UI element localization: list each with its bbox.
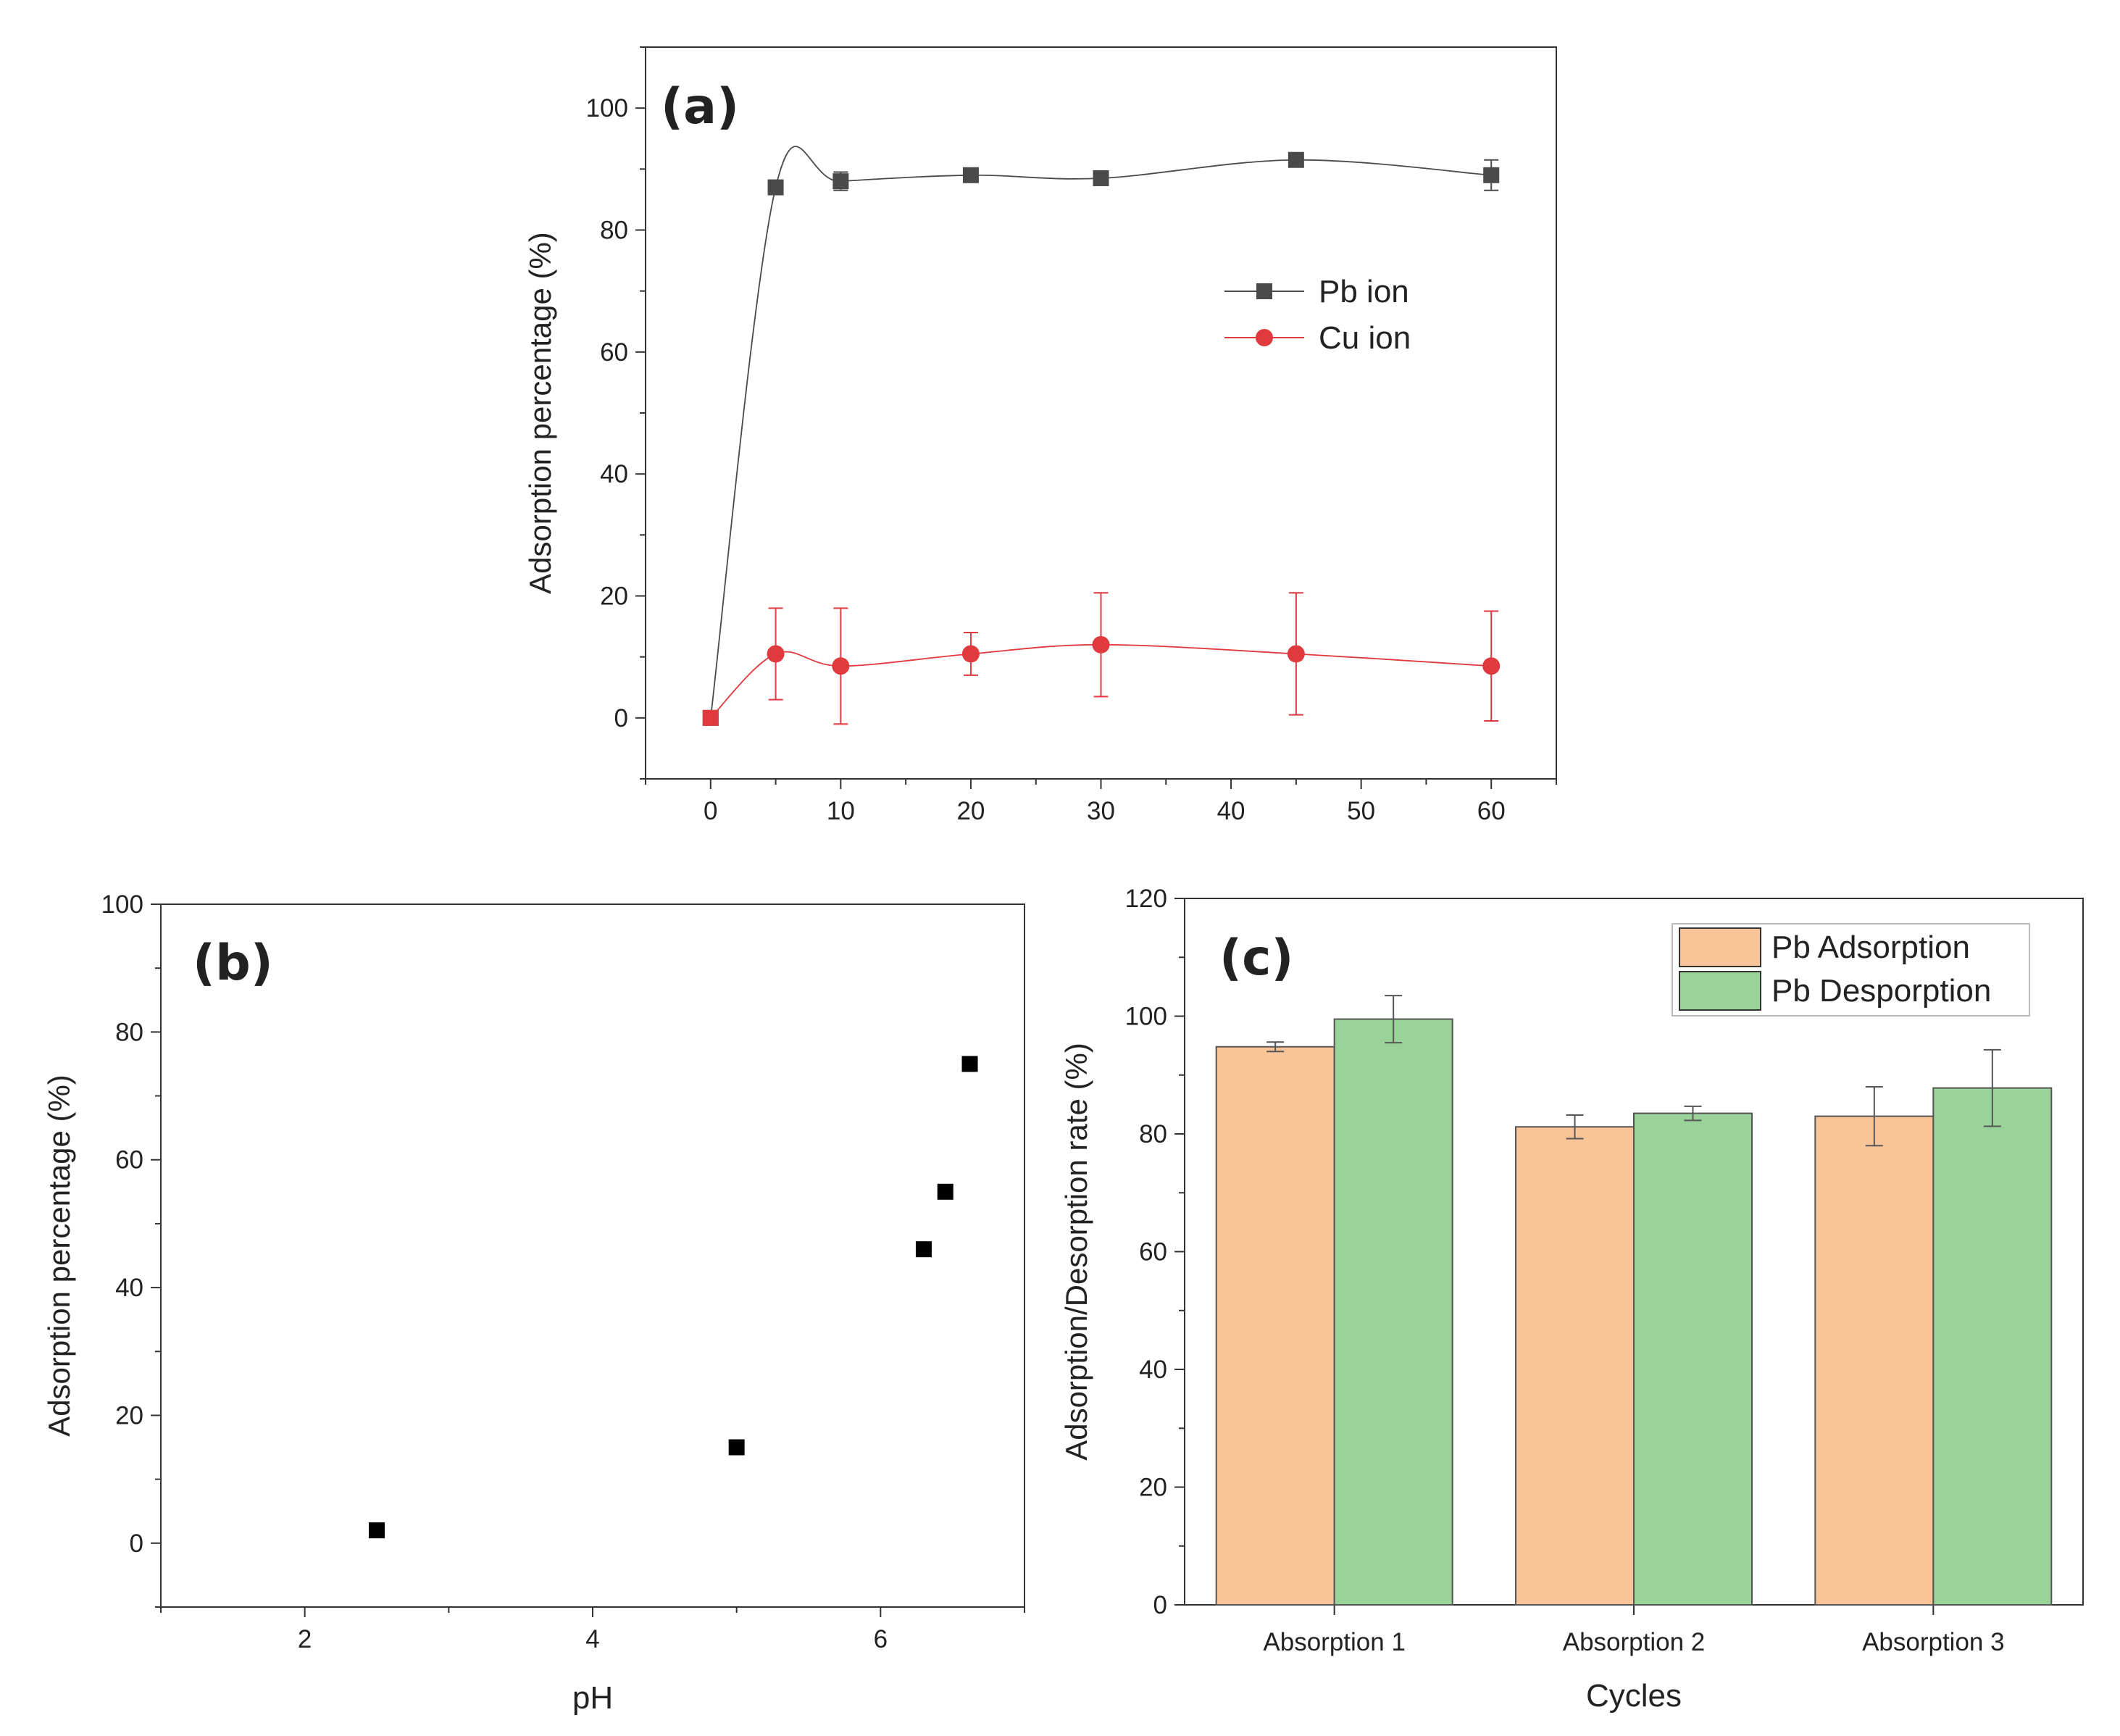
bar bbox=[1515, 1126, 1635, 1606]
data-point-square bbox=[915, 1241, 932, 1258]
chart-b: 0 20 40 60 80 100 2 4 6 Adsorption percentage (%)… bbox=[42, 890, 1025, 1716]
y-tick-label: 0 bbox=[1153, 1591, 1167, 1619]
chart-a: 0 20 40 60 80 100 0 10 20 30 40 50 60 Adsorption perc… bbox=[523, 46, 1557, 825]
x-tick-label: 20 bbox=[956, 797, 985, 825]
legend-label: Pb Adsorption bbox=[1771, 930, 1970, 965]
legend-label: Pb ion bbox=[1319, 274, 1409, 309]
x-tick-label: 50 bbox=[1347, 797, 1375, 825]
x-tick-label: Absorption 3 bbox=[1862, 1628, 2005, 1656]
bar bbox=[1633, 1112, 1753, 1606]
data-point-square bbox=[369, 1522, 385, 1539]
panel-label: (c) bbox=[1219, 930, 1293, 987]
x-tick-label: 0 bbox=[704, 797, 717, 825]
x-tick-label: 6 bbox=[874, 1625, 888, 1653]
x-tick-label: 2 bbox=[298, 1625, 312, 1653]
data-point-circle bbox=[961, 645, 980, 663]
bar bbox=[1215, 1046, 1335, 1606]
y-tick-label: 100 bbox=[586, 94, 628, 122]
y-tick-label: 40 bbox=[600, 460, 628, 488]
legend-marker bbox=[1256, 329, 1273, 346]
x-axis-label: pH bbox=[572, 1680, 613, 1716]
x-tick-label: Absorption 2 bbox=[1563, 1628, 1706, 1656]
data-point-circle bbox=[1092, 635, 1110, 654]
data-point-origin bbox=[702, 709, 719, 726]
data-point-circle bbox=[767, 645, 785, 663]
data-point-square bbox=[1093, 170, 1109, 186]
y-tick-label: 20 bbox=[600, 583, 628, 611]
y-tick-label: 60 bbox=[1139, 1238, 1167, 1266]
y-tick-label: 120 bbox=[1125, 885, 1167, 913]
y-tick-label: 0 bbox=[614, 704, 628, 733]
x-tick-label: Absorption 1 bbox=[1263, 1628, 1406, 1656]
plot-frame bbox=[160, 904, 1025, 1608]
data-point-circle bbox=[1482, 657, 1501, 675]
y-tick-label: 40 bbox=[1139, 1356, 1167, 1384]
panel-label: (a) bbox=[661, 78, 739, 135]
y-axis-label: Adsorption/Desorption rate (%) bbox=[1059, 1043, 1093, 1461]
y-tick-label: 60 bbox=[600, 338, 628, 367]
legend-swatch bbox=[1679, 927, 1761, 967]
data-point-square bbox=[1288, 151, 1304, 168]
data-point-circle bbox=[832, 657, 850, 675]
panel-label: (b) bbox=[193, 935, 273, 992]
y-axis-label: Adsorption percentage (%) bbox=[42, 1074, 76, 1437]
data-point-square bbox=[728, 1439, 745, 1456]
data-point-square bbox=[962, 167, 979, 183]
data-point-square bbox=[767, 179, 784, 196]
x-tick-label: 4 bbox=[585, 1625, 599, 1653]
data-point-square bbox=[961, 1056, 978, 1072]
data-point-square bbox=[832, 173, 849, 190]
data-point-circle bbox=[1287, 645, 1305, 663]
y-tick-label: 100 bbox=[101, 890, 143, 919]
x-axis-label: Cycles bbox=[1586, 1678, 1682, 1714]
y-tick-label: 20 bbox=[1139, 1474, 1167, 1502]
y-axis-label: Adsorption percentage (%) bbox=[523, 232, 557, 594]
y-tick-label: 80 bbox=[600, 217, 628, 245]
data-point-square bbox=[1483, 167, 1500, 183]
chart-c: 0 20 40 60 80 100 120 Adsorption/Desorption rat… bbox=[1059, 885, 2084, 1714]
legend-marker bbox=[1256, 283, 1272, 299]
bar bbox=[1333, 1018, 1453, 1606]
x-tick-label: 10 bbox=[827, 797, 855, 825]
legend-swatch bbox=[1679, 971, 1761, 1011]
bar bbox=[1814, 1115, 1935, 1606]
y-tick-label: 100 bbox=[1125, 1003, 1167, 1031]
legend-label: Cu ion bbox=[1319, 320, 1411, 356]
x-tick-label: 40 bbox=[1217, 797, 1245, 825]
data-point-square bbox=[937, 1183, 953, 1200]
y-tick-label: 0 bbox=[130, 1530, 143, 1558]
y-tick-label: 40 bbox=[115, 1274, 143, 1302]
legend-label: Pb Desporption bbox=[1771, 973, 1991, 1009]
bar bbox=[1932, 1087, 2053, 1606]
y-tick-label: 80 bbox=[115, 1018, 143, 1046]
x-tick-label: 30 bbox=[1087, 797, 1115, 825]
y-tick-label: 80 bbox=[1139, 1120, 1167, 1148]
y-tick-label: 60 bbox=[115, 1146, 143, 1174]
x-tick-label: 60 bbox=[1477, 797, 1506, 825]
y-tick-label: 20 bbox=[115, 1401, 143, 1430]
